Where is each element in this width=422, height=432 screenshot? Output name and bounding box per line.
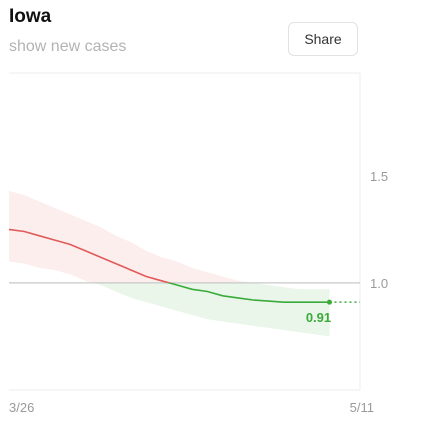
last-value-marker [326,299,332,305]
last-value-label: 0.91 [306,310,331,325]
y-tick-label: 1.5 [370,169,388,184]
x-tick-label: 5/11 [350,400,374,415]
page-title: Iowa [9,6,52,27]
rt-line-below [166,282,330,304]
x-tick-label: 3/26 [9,400,34,415]
show-new-cases-toggle[interactable]: show new cases [9,38,127,55]
rt-line-above [8,228,173,283]
confidence-band-above [9,190,254,283]
y-tick-label: 1.0 [370,276,388,291]
share-button[interactable]: Share [288,22,358,56]
confidence-band-below [92,282,330,337]
